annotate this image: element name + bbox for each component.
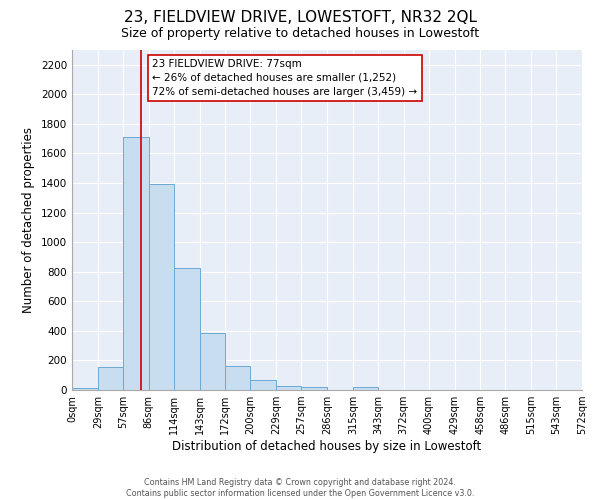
Text: Contains HM Land Registry data © Crown copyright and database right 2024.
Contai: Contains HM Land Registry data © Crown c… <box>126 478 474 498</box>
Bar <box>123 137 149 390</box>
Bar <box>301 387 327 390</box>
X-axis label: Distribution of detached houses by size in Lowestoft: Distribution of detached houses by size … <box>172 440 482 453</box>
Bar <box>173 268 199 390</box>
Text: 23 FIELDVIEW DRIVE: 77sqm
← 26% of detached houses are smaller (1,252)
72% of se: 23 FIELDVIEW DRIVE: 77sqm ← 26% of detac… <box>152 59 418 97</box>
Text: 23, FIELDVIEW DRIVE, LOWESTOFT, NR32 2QL: 23, FIELDVIEW DRIVE, LOWESTOFT, NR32 2QL <box>124 10 476 25</box>
Bar <box>353 387 378 390</box>
Bar <box>276 386 301 390</box>
Bar <box>226 366 250 390</box>
Bar <box>149 184 173 390</box>
Text: Size of property relative to detached houses in Lowestoft: Size of property relative to detached ho… <box>121 28 479 40</box>
Bar <box>250 380 276 390</box>
Bar <box>98 367 123 390</box>
Y-axis label: Number of detached properties: Number of detached properties <box>22 127 35 313</box>
Bar <box>72 388 98 390</box>
Bar <box>199 333 226 390</box>
